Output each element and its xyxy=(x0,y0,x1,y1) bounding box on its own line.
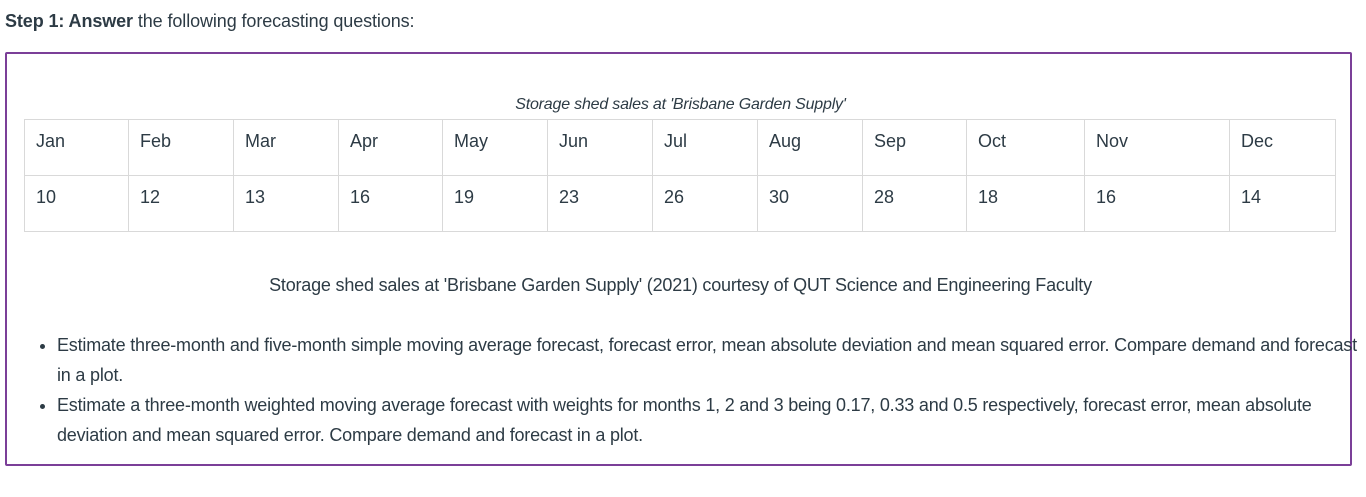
table-cell-month: Feb xyxy=(128,119,234,176)
table-cell-month: Dec xyxy=(1229,119,1336,176)
table-cell-value: 28 xyxy=(862,175,967,232)
step-heading: Step 1: Answer the following forecasting… xyxy=(5,9,415,33)
table-cell-value: 14 xyxy=(1229,175,1336,232)
table-cell-month: May xyxy=(442,119,548,176)
table-cell-month: Apr xyxy=(338,119,443,176)
table-cell-month: Sep xyxy=(862,119,967,176)
table-cell-value: 30 xyxy=(757,175,863,232)
table-cell-value: 16 xyxy=(338,175,443,232)
source-attribution: Storage shed sales at 'Brisbane Garden S… xyxy=(269,275,1092,295)
table-cell-value: 16 xyxy=(1084,175,1230,232)
table-cell-value: 26 xyxy=(652,175,758,232)
step-heading-rest: the following forecasting questions: xyxy=(132,11,415,31)
table-cell-month: Jul xyxy=(652,119,758,176)
task-item: Estimate a three-month weighted moving a… xyxy=(57,390,1366,450)
task-list: Estimate three-month and five-month simp… xyxy=(29,330,1366,450)
table-cell-month: Oct xyxy=(966,119,1085,176)
question-content-box: Storage shed sales at 'Brisbane Garden S… xyxy=(5,52,1357,466)
task-item: Estimate three-month and five-month simp… xyxy=(57,330,1366,390)
sales-table: Jan Feb Mar Apr May Jun Jul Aug Sep Oct … xyxy=(24,119,1336,232)
table-cell-value: 23 xyxy=(547,175,653,232)
table-cell-value: 12 xyxy=(128,175,234,232)
table-cell-month: Aug xyxy=(757,119,863,176)
table-cell-value: 13 xyxy=(233,175,339,232)
table-row-values: 10 12 13 16 19 23 26 30 28 18 16 14 xyxy=(24,175,1336,232)
table-row-months: Jan Feb Mar Apr May Jun Jul Aug Sep Oct … xyxy=(24,119,1336,176)
table-cell-month: Jan xyxy=(24,119,129,176)
table-caption: Storage shed sales at 'Brisbane Garden S… xyxy=(515,96,846,113)
table-cell-month: Nov xyxy=(1084,119,1230,176)
table-cell-value: 10 xyxy=(24,175,129,232)
table-cell-month: Mar xyxy=(233,119,339,176)
table-cell-value: 18 xyxy=(966,175,1085,232)
table-cell-value: 19 xyxy=(442,175,548,232)
step-heading-bold: Step 1: Answer xyxy=(5,11,133,31)
table-cell-month: Jun xyxy=(547,119,653,176)
